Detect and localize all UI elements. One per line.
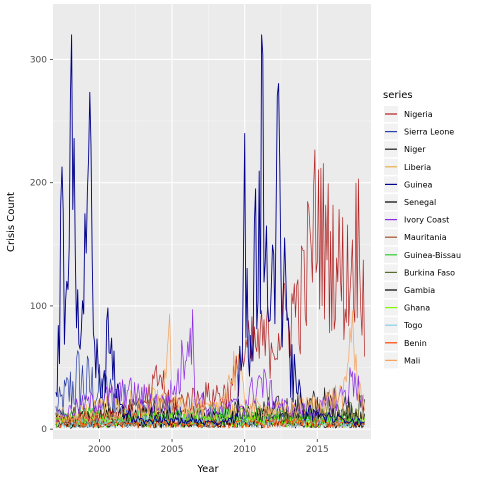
legend-label: Nigeria — [404, 110, 433, 119]
y-tick-label: 0 — [41, 425, 47, 435]
legend-label: Niger — [404, 145, 426, 154]
legend-label: Mauritania — [404, 233, 447, 242]
series-lines — [55, 34, 365, 429]
y-axis-title: Crisis Count — [6, 192, 17, 252]
legend-label: Guinea-Bissau — [404, 251, 461, 260]
series-line — [55, 418, 365, 429]
legend-label: Guinea — [404, 180, 432, 189]
legend-label: Gambia — [404, 286, 435, 295]
plot-panel — [53, 4, 371, 439]
series-line — [55, 310, 365, 424]
x-tick-label: 2005 — [161, 445, 184, 455]
legend-label: Benin — [404, 339, 427, 348]
x-tick-label: 2015 — [306, 445, 329, 455]
legend-label: Ghana — [404, 304, 430, 313]
legend-title: series — [383, 90, 413, 101]
x-tick-label: 2000 — [88, 445, 111, 455]
legend: series Nigeria Sierra Leone Niger Liberia Gu… — [383, 90, 461, 369]
legend-label: Mali — [404, 356, 420, 365]
legend-label: Burkina Faso — [404, 268, 455, 277]
y-tick-label: 200 — [30, 179, 47, 189]
y-tick-label: 300 — [30, 55, 47, 65]
axes: 0 100 200 300 2000 2005 2010 2015 — [30, 55, 329, 455]
x-tick-label: 2010 — [233, 445, 256, 455]
x-axis-title: Year — [196, 464, 219, 475]
grid-lines — [53, 4, 371, 439]
legend-label: Togo — [403, 321, 423, 330]
legend-label: Liberia — [404, 163, 431, 172]
series-line — [55, 34, 365, 426]
legend-label: Sierra Leone — [404, 128, 454, 137]
legend-label: Senegal — [404, 198, 436, 207]
y-tick-label: 100 — [30, 302, 47, 312]
legend-label: Ivory Coast — [404, 216, 449, 225]
